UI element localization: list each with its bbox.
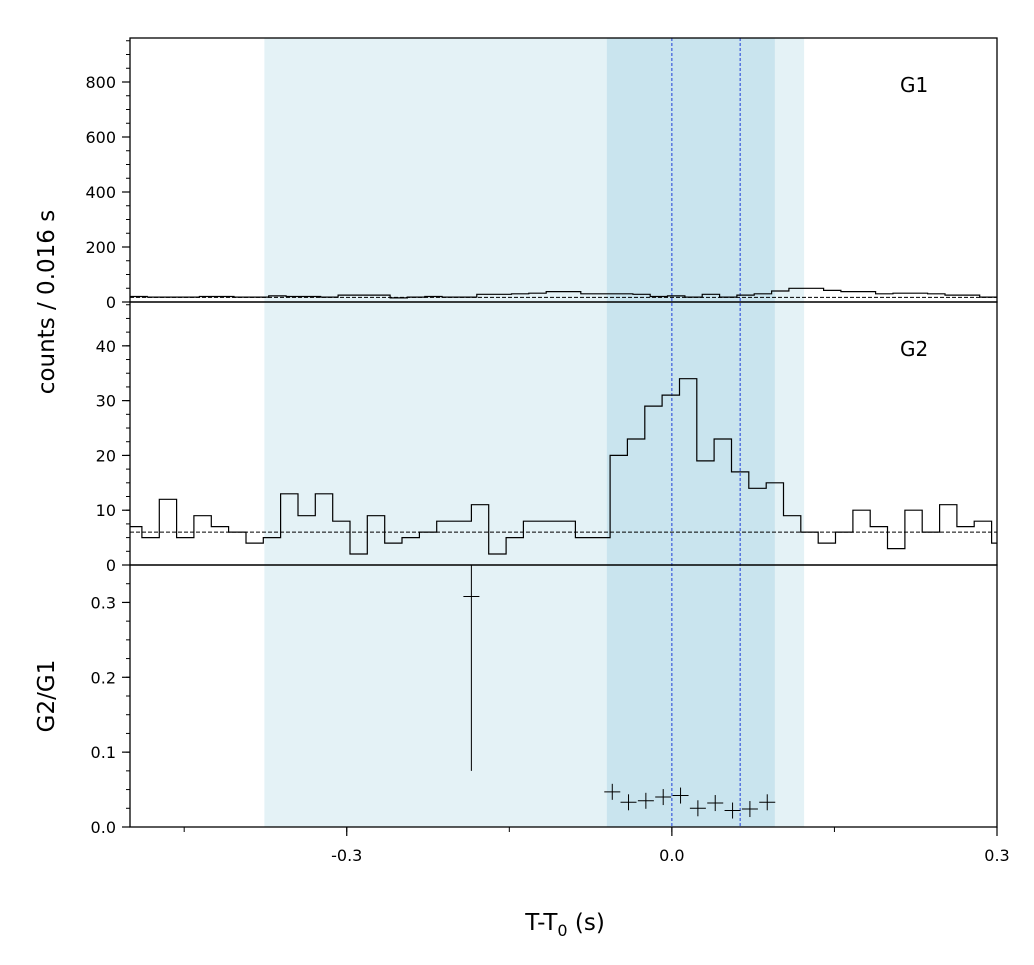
panel-ratio: 0.0 0.1 0.2 0.3 [91,564,998,837]
shaded-regions [264,38,805,827]
y-axis-label-ratio: G2/G1 [34,660,60,733]
y-tick-label: 0.1 [91,743,116,762]
y-tick-label: 0.3 [91,593,116,612]
y-tick-label: 800 [85,73,116,92]
y-tick-label: 10 [96,501,116,520]
y-tick-label: 40 [96,337,116,356]
histogram-step-line [130,287,997,299]
panel-label-g2: G2 [900,337,928,361]
panel-g1: 0 200 400 600 800 [85,37,998,312]
y-tick-label: 0 [106,556,116,575]
x-axis: -0.3 0.0 0.3 [183,827,1010,865]
y-tick-label: 30 [96,392,116,411]
y-tick-label: 600 [85,128,116,147]
shaded-region-1 [606,38,775,827]
y-axis-label-counts: counts / 0.016 s [34,210,60,394]
x-tick-label: 0.3 [984,846,1009,865]
y-tick-label: 20 [96,446,116,465]
x-axis-label: T-T0 (s) [524,910,605,940]
panel-label-g1: G1 [900,73,928,97]
y-tick-label: 0.2 [91,668,116,687]
y-tick-label: 0 [106,293,116,312]
x-tick-label: 0.0 [659,846,684,865]
vertical-marker-lines [671,38,741,827]
y-tick-label: 200 [85,238,116,257]
y-tick-label: 400 [85,183,116,202]
y-tick-label: 0.0 [91,818,116,837]
x-tick-label: -0.3 [331,846,362,865]
histogram-step-line [130,378,997,555]
